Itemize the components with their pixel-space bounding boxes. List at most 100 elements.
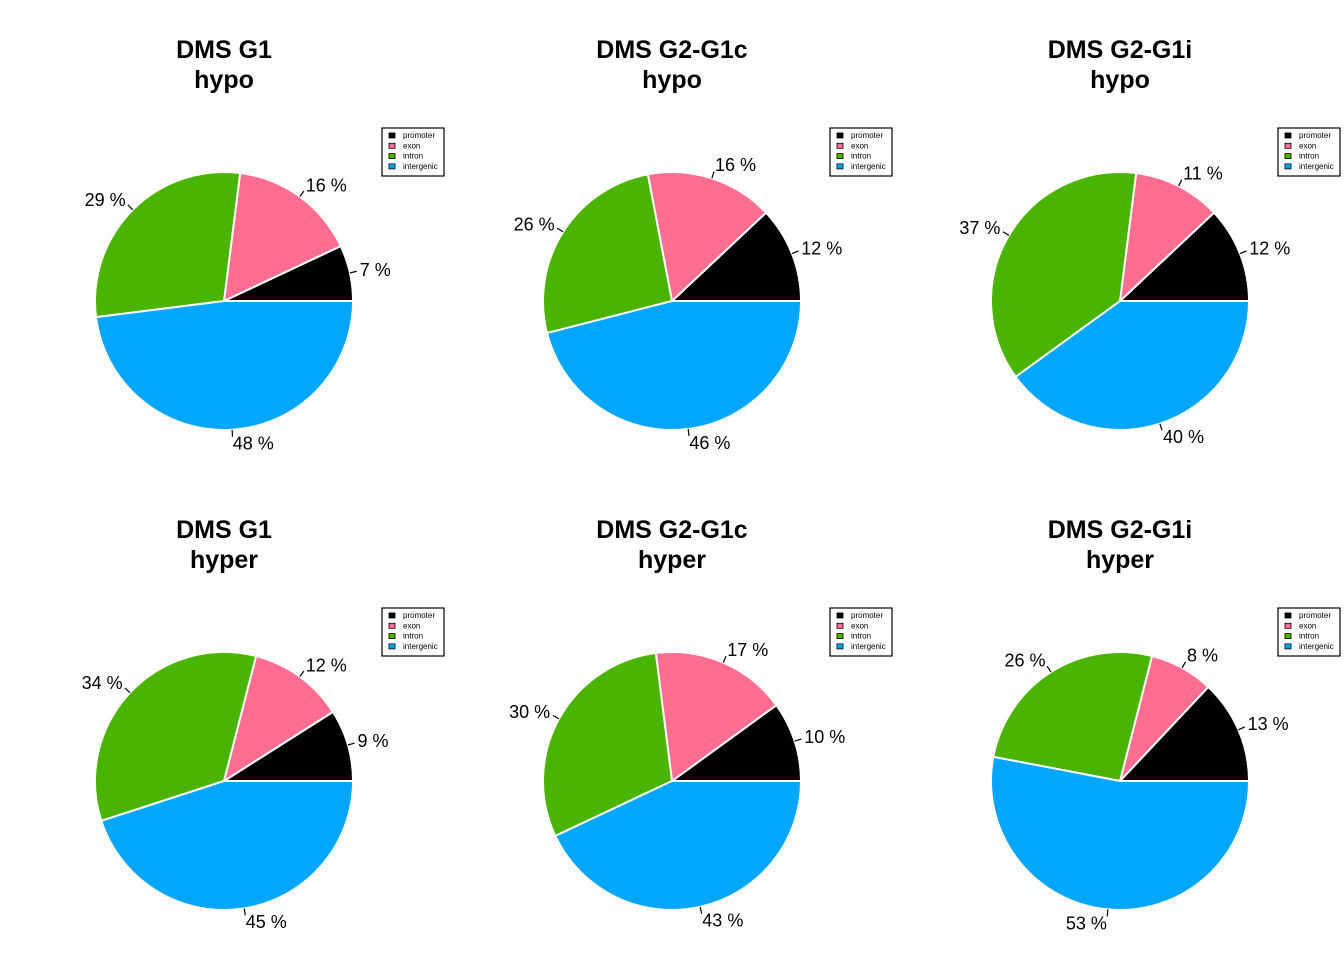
legend-label-intron: intron	[403, 632, 423, 641]
label-leader-line	[299, 190, 305, 197]
legend-label-intergenic: intergenic	[403, 642, 438, 651]
chart-title-line: hypo	[1090, 66, 1150, 94]
slice-percent-label: 30 %	[509, 702, 550, 722]
slice-percent-label: 53 %	[1066, 913, 1107, 933]
slice-percent-label: 8 %	[1187, 646, 1218, 666]
slice-percent-label: 29 %	[85, 190, 126, 210]
legend-swatch-intergenic	[388, 163, 396, 170]
slice-percent-label: 26 %	[514, 214, 555, 234]
slice-percent-label: 7 %	[360, 260, 391, 280]
label-leader-line	[552, 714, 560, 720]
legend-swatch-intergenic	[836, 163, 844, 170]
legend-swatch-promoter	[836, 612, 844, 619]
legend-swatch-exon	[836, 142, 844, 149]
label-leader-line	[1046, 665, 1052, 673]
label-leader-line	[556, 227, 564, 233]
legend-label-exon: exon	[851, 621, 868, 630]
legend-label-intron: intron	[1299, 632, 1319, 641]
slice-percent-label: 34 %	[82, 673, 123, 693]
legend-label-promoter: promoter	[403, 131, 435, 140]
slice-percent-label: 12 %	[306, 655, 347, 675]
slice-percent-label: 10 %	[804, 727, 845, 747]
legend-label-promoter: promoter	[851, 611, 883, 620]
legend-swatch-intron	[1284, 633, 1292, 639]
pie-slice-intergenic	[94, 300, 355, 431]
chart-title-line: DMS G2-G1i	[1048, 36, 1192, 64]
pie-slice-intron	[542, 173, 674, 335]
label-leader-line	[127, 204, 134, 211]
label-leader-line	[1002, 231, 1010, 236]
label-leader-line	[1239, 250, 1247, 255]
legend-swatch-promoter	[836, 132, 844, 139]
legend-label-exon: exon	[1299, 621, 1316, 630]
pie-slice-intron	[992, 651, 1154, 783]
slice-percent-label: 13 %	[1248, 714, 1289, 734]
chart-title-line: DMS G1	[176, 36, 272, 64]
legend-swatch-intergenic	[1284, 163, 1292, 170]
legend-label-intergenic: intergenic	[851, 162, 886, 171]
slice-percent-label: 9 %	[358, 731, 389, 751]
pie-slice-intron	[990, 171, 1138, 379]
legend-swatch-intron	[1284, 153, 1292, 160]
slice-percent-label: 12 %	[1249, 238, 1290, 258]
legend-label-intron: intron	[851, 152, 871, 161]
label-leader-line	[124, 687, 131, 694]
slice-percent-label: 46 %	[689, 433, 730, 453]
legend-swatch-promoter	[1284, 132, 1292, 139]
slice-percent-label: 11 %	[1183, 164, 1223, 184]
legend-swatch-exon	[388, 142, 396, 149]
pie-slice-intergenic	[1014, 300, 1251, 431]
legend-label-intron: intron	[403, 152, 423, 161]
label-leader-line	[711, 171, 715, 179]
pie-slice-intergenic	[100, 780, 355, 911]
slice-percent-label: 16 %	[715, 155, 756, 175]
pie-slice-exon	[222, 171, 343, 303]
chart-title-line: DMS G1	[176, 516, 272, 544]
legend-swatch-intergenic	[836, 643, 844, 650]
slice-percent-label: 17 %	[727, 640, 768, 660]
chart-title-line: hyper	[190, 546, 258, 574]
label-leader-line	[347, 742, 355, 746]
legend-label-exon: exon	[1299, 141, 1316, 150]
label-leader-line	[299, 670, 305, 677]
label-leader-line	[1178, 179, 1183, 187]
legend-label-promoter: promoter	[1299, 131, 1331, 140]
pie-slice-intergenic	[553, 780, 803, 911]
legend-label-promoter: promoter	[851, 131, 883, 140]
legend-swatch-intron	[388, 633, 396, 639]
legend-swatch-intron	[388, 153, 396, 160]
legend-label-intergenic: intergenic	[1299, 642, 1334, 651]
label-leader-line	[243, 908, 246, 916]
legend-label-intron: intron	[1299, 152, 1319, 161]
label-leader-line	[1106, 909, 1109, 917]
pie-slice-promoter	[669, 211, 803, 302]
slice-percent-label: 37 %	[959, 218, 1000, 238]
legend-label-intergenic: intergenic	[1299, 162, 1334, 171]
chart-title-line: hyper	[638, 546, 706, 574]
legend-swatch-intergenic	[388, 643, 396, 650]
slice-percent-label: 43 %	[702, 911, 743, 931]
slice-percent-label: 26 %	[1004, 650, 1045, 670]
label-leader-line	[722, 655, 727, 663]
chart-title-line: hypo	[642, 66, 702, 94]
label-leader-line	[687, 428, 690, 437]
label-leader-line	[1181, 661, 1187, 669]
pie-slice-intron	[542, 651, 674, 838]
legend-label-intron: intron	[851, 632, 871, 641]
chart-title-line: DMS G2-G1c	[596, 516, 748, 544]
pie-slice-promoter	[668, 703, 803, 782]
legend-swatch-intron	[836, 153, 844, 160]
chart-title-line: hyper	[1086, 546, 1154, 574]
pie-slice-exon	[222, 654, 335, 784]
chart-title-line: hypo	[194, 66, 254, 94]
label-leader-line	[349, 270, 357, 274]
